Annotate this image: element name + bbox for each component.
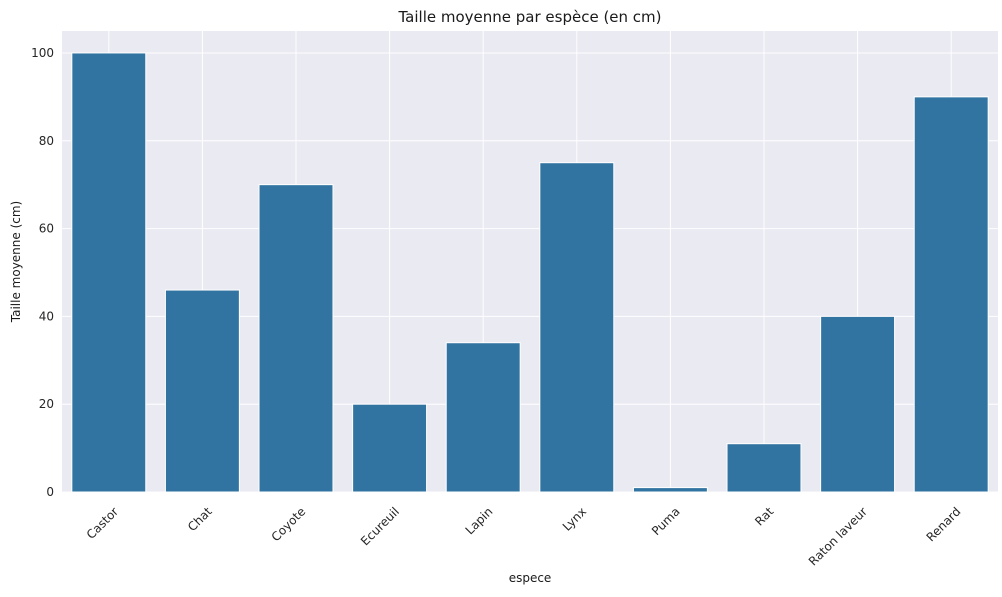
bar-chat [164,289,240,493]
bar-renard [913,96,989,493]
x-tick-label: Lynx [560,504,589,533]
x-tick-label: Renard [924,504,964,544]
bar-lapin [445,342,521,493]
x-tick-label: Lapin [463,504,496,537]
bars [71,52,989,493]
y-tick-label: 0 [46,485,54,499]
y-tick-label: 20 [39,397,54,411]
x-tick-label: Coyote [269,504,309,544]
x-axis-label: espece [509,571,552,585]
x-tick-label: Raton laveur [806,504,870,568]
bar-puma [632,487,708,493]
y-tick-label: 60 [39,222,54,236]
y-tick-label: 80 [39,134,54,148]
y-tick-label: 100 [31,46,54,60]
bar-rat [726,443,802,493]
x-axis-ticks: Castor Chat Coyote Ecureuil Lapin Lynx Puma Rat… [84,504,964,568]
bar-coyote [258,184,334,493]
x-tick-label: Puma [649,504,683,538]
chart-title: Taille moyenne par espèce (en cm) [397,8,661,26]
y-axis-ticks: 0 20 40 60 80 100 [31,46,54,499]
x-tick-label: Rat [752,504,776,528]
y-axis-label: Taille moyenne (cm) [9,201,23,323]
x-tick-label: Castor [84,504,121,541]
y-tick-label: 40 [39,309,54,323]
bar-raton-laveur [820,315,896,493]
x-tick-label: Ecureuil [358,504,402,548]
bar-ecureuil [352,403,428,493]
x-tick-label: Chat [185,504,215,534]
bar-castor [71,52,147,493]
bar-lynx [539,162,615,493]
